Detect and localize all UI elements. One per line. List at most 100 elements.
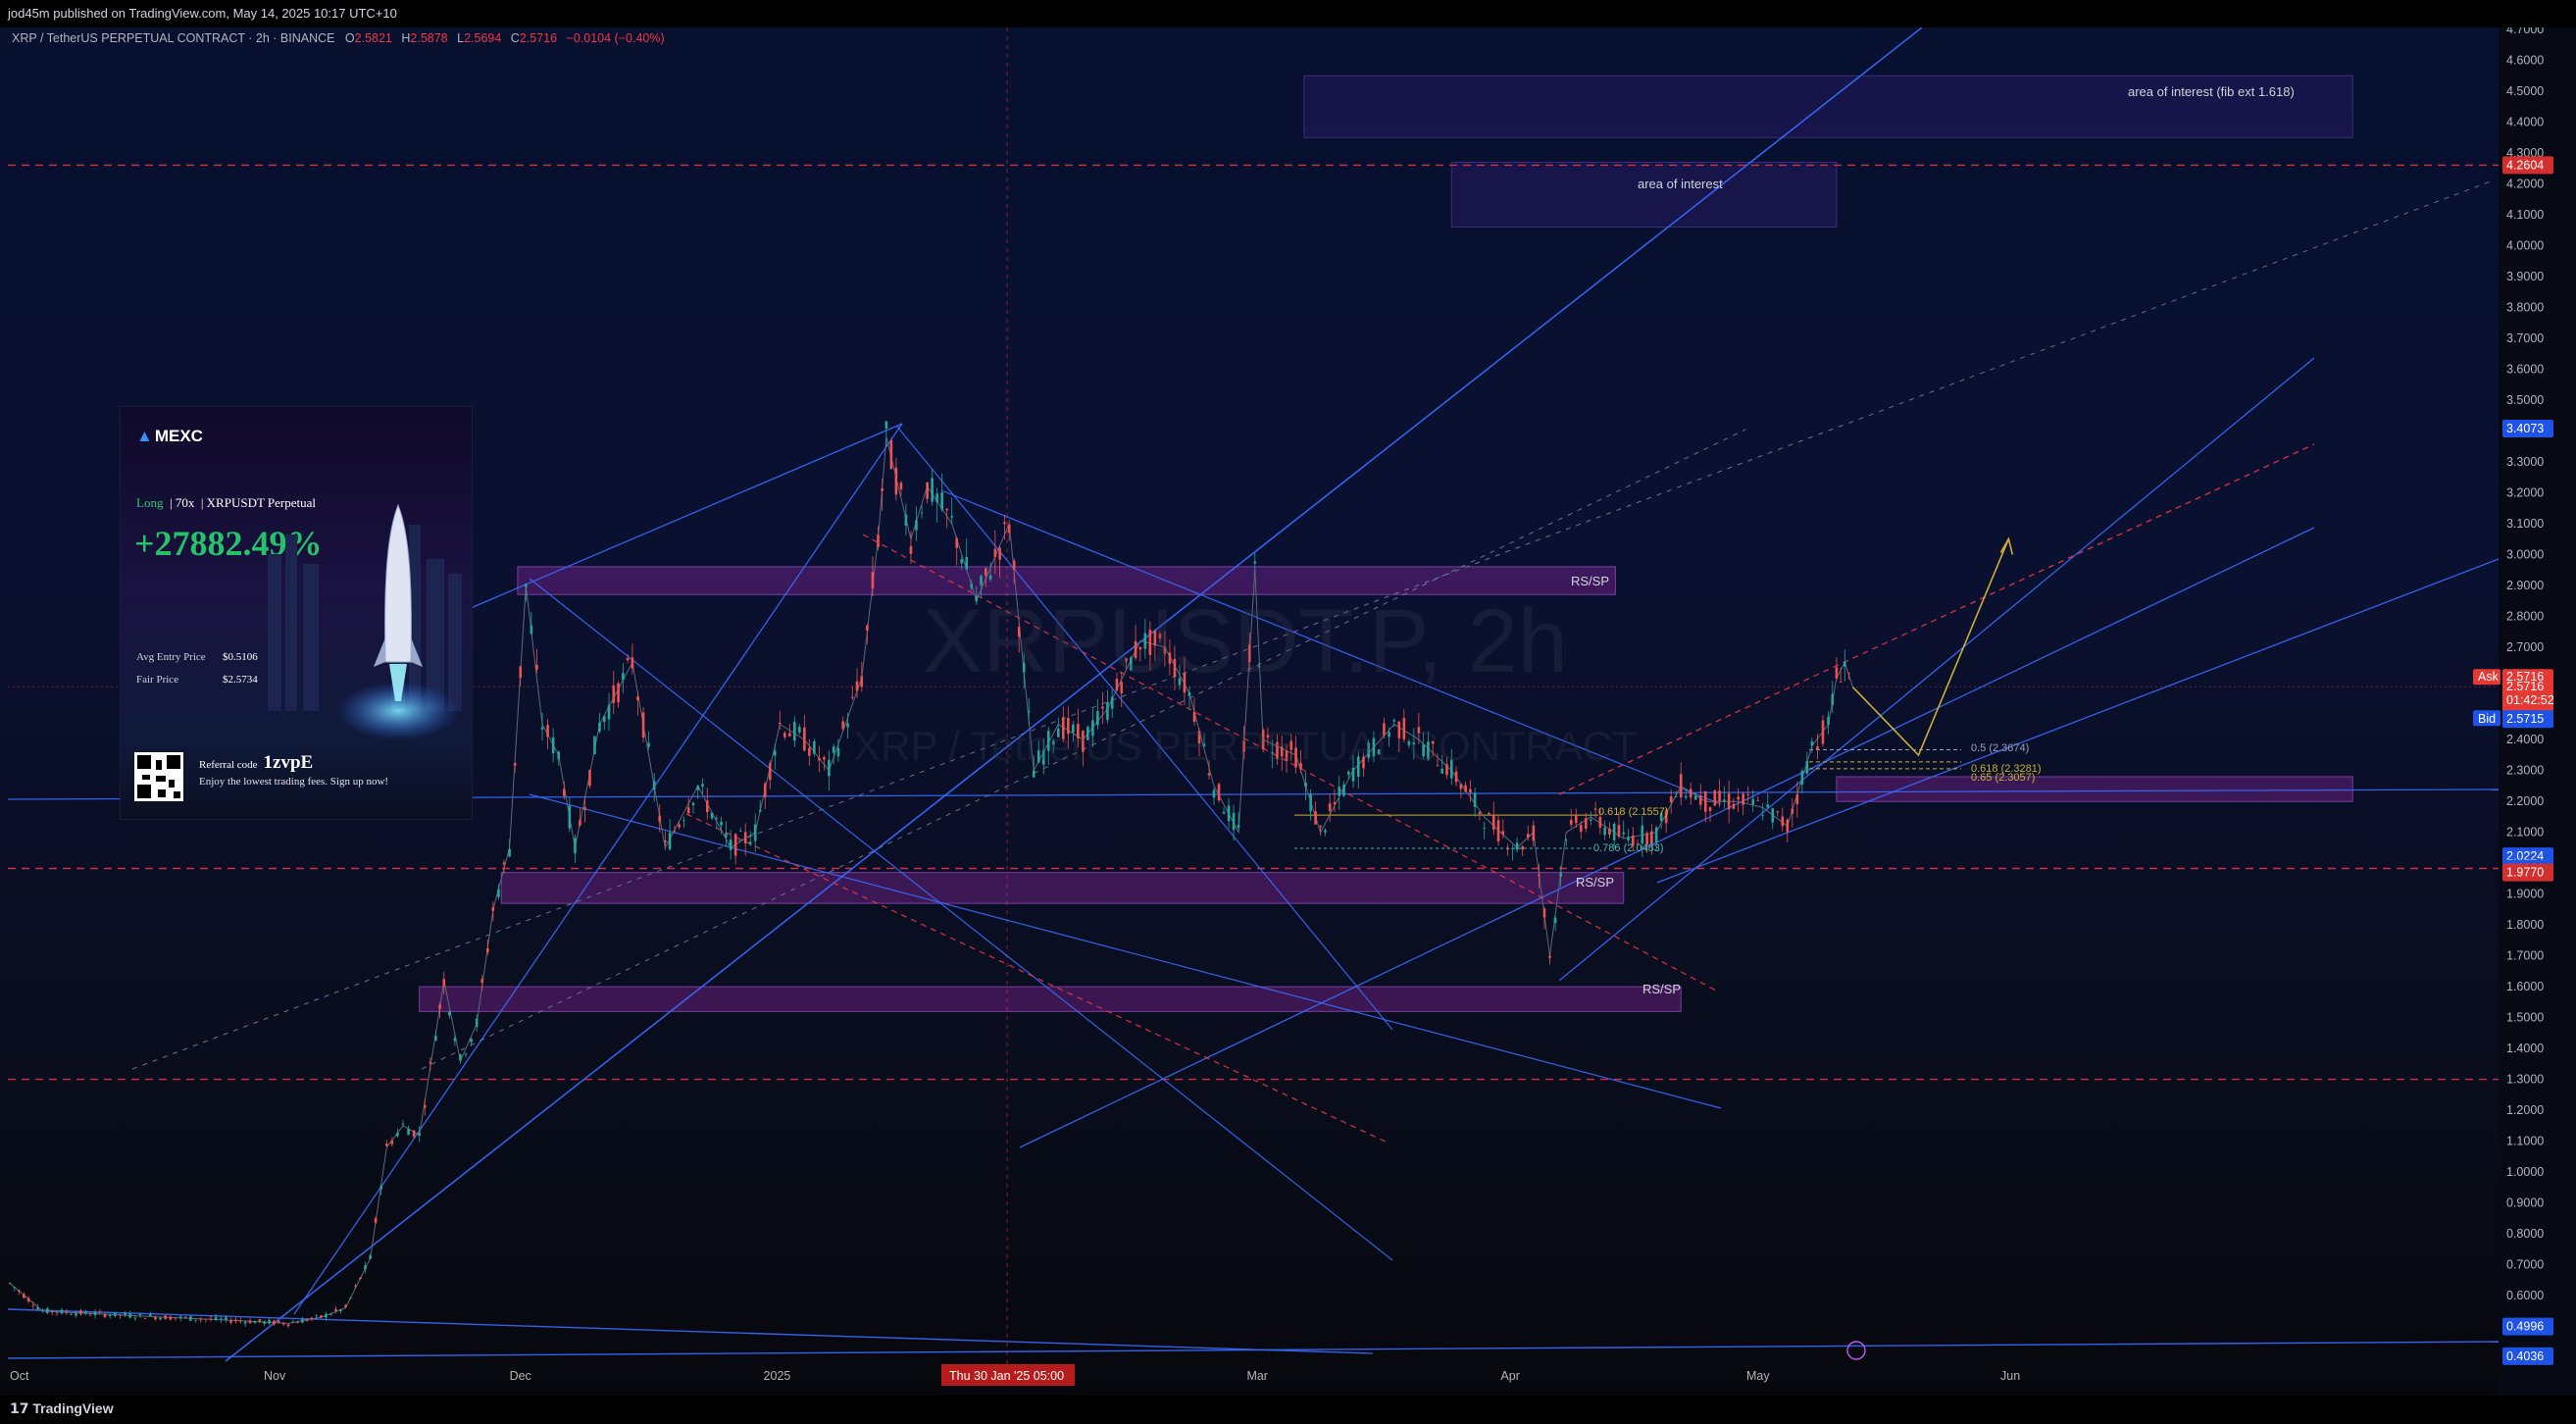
time-axis-tick: Jun (2000, 1369, 2020, 1383)
candle-body (253, 1321, 257, 1324)
bid-price-value: 2.5715 (2506, 712, 2544, 726)
candle-body (486, 947, 489, 952)
candle-body (1816, 746, 1819, 750)
zone-rect (1303, 75, 2353, 138)
price-tag-3-4073-bg (2502, 420, 2553, 438)
time-axis-tick: May (1746, 1369, 1770, 1383)
candle-body (1843, 661, 1846, 667)
zone-rect (419, 986, 1682, 1012)
candle-body (1659, 813, 1663, 821)
candle-body (1569, 820, 1573, 825)
price-tag-1-9770-bg (2502, 863, 2553, 882)
candle-body (540, 727, 544, 730)
trendline (896, 426, 1393, 1031)
candle-body (1253, 561, 1257, 564)
candle-body (329, 1314, 332, 1315)
candle-body (1091, 720, 1094, 737)
tradingview-logo[interactable]: 𝟭𝟳 TradingView (10, 1400, 114, 1417)
trendline (1019, 527, 2315, 1148)
candle-body (18, 1290, 21, 1293)
candle-body (1046, 731, 1050, 751)
candle-body (79, 1310, 82, 1314)
bid-price-badge (2502, 710, 2553, 729)
candle-body (1138, 646, 1142, 650)
tv-logo-icon: 𝟭𝟳 (10, 1400, 33, 1416)
candle-body (519, 666, 523, 679)
price-axis-tick: 4.5000 (2506, 84, 2544, 98)
candle-body (491, 907, 495, 911)
candle-body (1538, 874, 1541, 876)
zone-label-fib-ext: area of interest (fib ext 1.618) (2128, 84, 2295, 99)
candle-body (1125, 658, 1128, 662)
candle-body (1003, 522, 1006, 525)
price-axis-tick: 3.3000 (2506, 455, 2544, 469)
zone-rect (500, 872, 1625, 904)
candle-body (1041, 749, 1045, 765)
time-axis-tick: Dec (510, 1369, 531, 1383)
fib-label-0618: 0.618 (2.3281) (1971, 763, 2042, 775)
candle-body (1703, 790, 1707, 812)
time-axis-layer: Oct Nov Dec 2025 Mar Apr May Jun Thu 30 Jan '25 … (10, 1341, 2020, 1386)
candle-body (1553, 917, 1557, 924)
candle-body (1674, 796, 1678, 797)
price-axis-tick: 3.6000 (2506, 362, 2544, 376)
candle-body (1328, 803, 1332, 812)
symbol-legend[interactable]: XRP / TetherUS PERPETUAL CONTRACT · 2h ·… (12, 31, 671, 45)
candle-body (1120, 682, 1124, 694)
candle-body (860, 676, 864, 687)
price-axis-tick: 3.5000 (2506, 393, 2544, 407)
candle-body (1383, 723, 1386, 736)
candle-body (1212, 789, 1216, 798)
candle-body (546, 725, 549, 737)
candle-body (1488, 812, 1490, 815)
candle-body (1367, 742, 1371, 758)
low-value: 2.5694 (464, 31, 502, 45)
candle-body (1276, 741, 1279, 760)
price-axis-tick: 0.8000 (2506, 1227, 2544, 1241)
referral-code: 1zvpE (263, 752, 314, 773)
time-axis-tick: Mar (1246, 1369, 1268, 1383)
candle-body (50, 1311, 54, 1313)
candle-body (1521, 846, 1524, 850)
candle-body (753, 824, 757, 841)
candle-body (1459, 784, 1463, 789)
candle-body (1242, 740, 1245, 752)
price-axis-tick: 4.1000 (2506, 208, 2544, 222)
candle-body (143, 1318, 147, 1319)
candle-body (846, 723, 849, 728)
zone-rect (1836, 776, 2353, 802)
bid-label-bg (2473, 710, 2500, 727)
symbol-pair[interactable]: XRP / TetherUS PERPETUAL CONTRACT · 2h ·… (12, 31, 335, 45)
candle-body (993, 548, 997, 557)
position-side: Long (136, 495, 164, 510)
price-tag-4-2604: 4.2604 (2506, 158, 2544, 172)
ask-label-bg (2473, 669, 2500, 686)
candle-body (1664, 810, 1668, 824)
candle-body (1082, 730, 1085, 752)
candle-body (169, 1316, 173, 1320)
candle-body (975, 595, 979, 602)
candle-body (128, 1313, 132, 1318)
candle-body (1742, 793, 1744, 805)
candle-body (344, 1304, 347, 1307)
candle-body (850, 696, 854, 698)
candle-body (23, 1294, 25, 1298)
candle-body (1776, 811, 1780, 813)
price-axis-tick: 3.2000 (2506, 485, 2544, 499)
candle-body (194, 1319, 197, 1321)
candle-body (658, 815, 662, 822)
candle-body (1641, 825, 1644, 844)
candle-body (920, 512, 924, 514)
close-label: C (510, 31, 520, 45)
candle-body (1526, 834, 1530, 838)
candle-body (1603, 827, 1606, 836)
candle-body (904, 514, 908, 526)
candle-body (374, 1217, 378, 1223)
trendline (225, 26, 1923, 1362)
candle-body (320, 1315, 323, 1318)
candle-body (668, 832, 672, 849)
price-axis-tick: 2.2000 (2506, 794, 2544, 808)
candle-body (931, 478, 934, 502)
